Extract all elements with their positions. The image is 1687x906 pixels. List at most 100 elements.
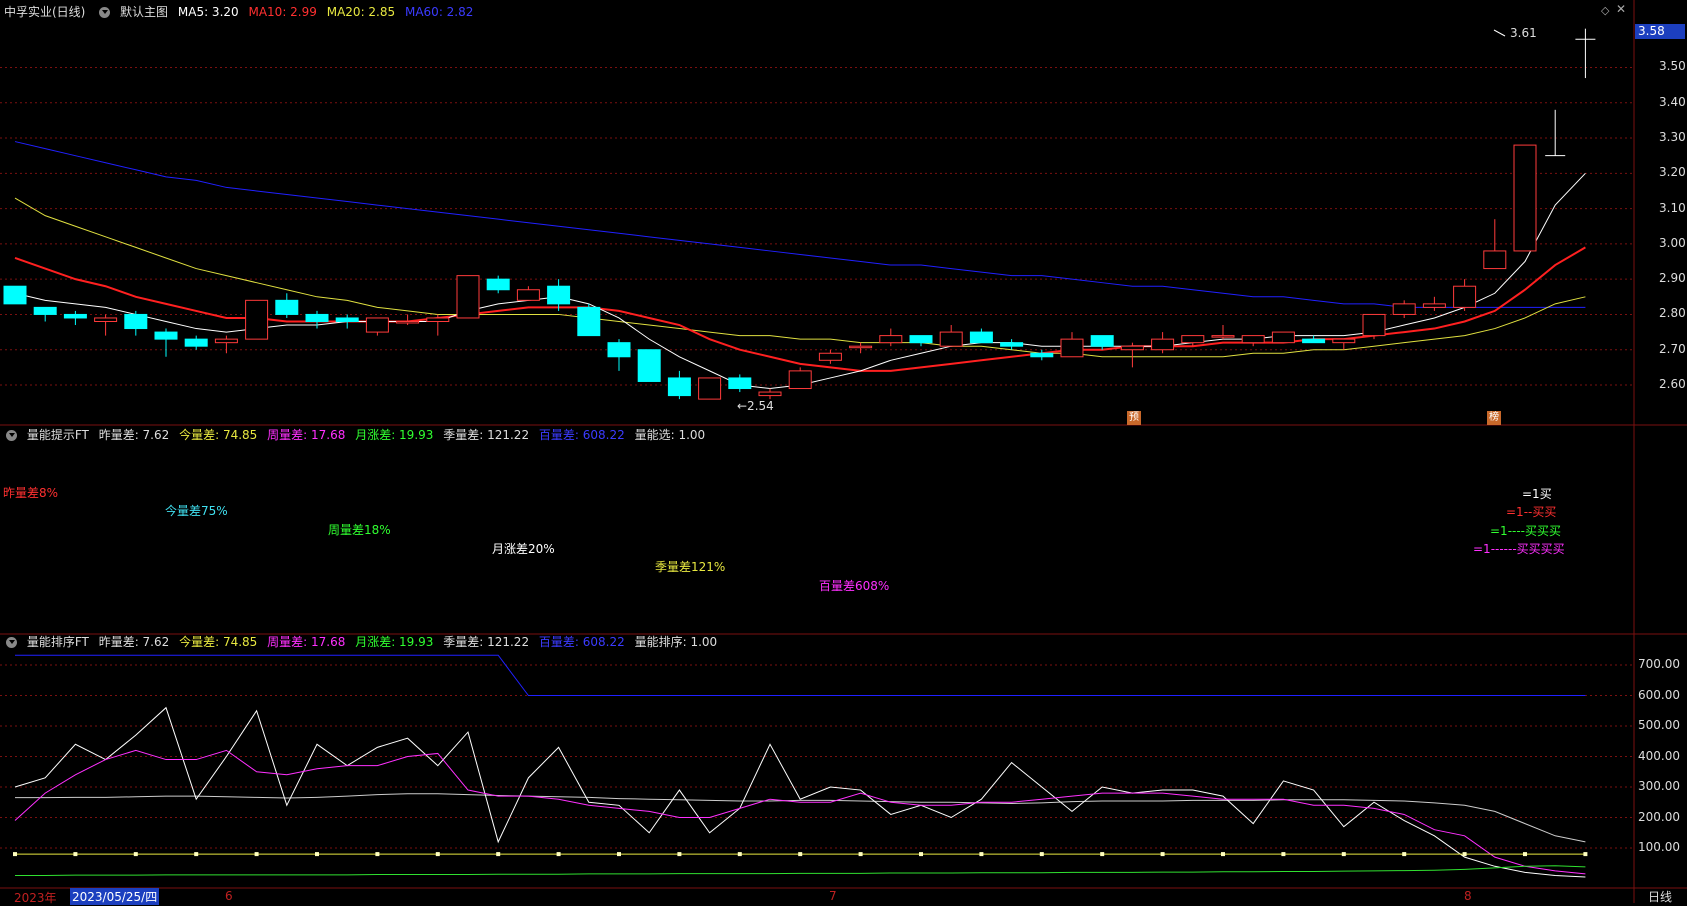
candle: [305, 310, 329, 329]
p3-yellow-dot: [13, 852, 17, 857]
candle-body: [426, 317, 450, 322]
stock-title[interactable]: 中孚实业(日线): [4, 5, 86, 19]
p2-text-1: 昨量差8%: [3, 486, 59, 500]
candle-body: [1302, 338, 1326, 344]
candle: [1513, 144, 1537, 252]
candle: [1030, 349, 1054, 361]
candle-body: [758, 391, 782, 397]
candle-body: [245, 299, 269, 340]
candle-body: [1000, 342, 1024, 347]
p3-blue-line: [15, 654, 1586, 696]
p3-yellow-dot: [1160, 852, 1165, 857]
candle: [516, 286, 540, 301]
signal-badge-1[interactable]: 预: [1127, 411, 1141, 425]
candle-body: [154, 331, 178, 340]
panel3-yesterday: 昨量差: 7.62: [98, 635, 170, 649]
panel2-quarter: 季量差: 121.22: [443, 428, 530, 442]
p3-yellow-dot: [1281, 852, 1286, 857]
candle: [909, 335, 933, 347]
candle-body: [63, 313, 87, 319]
candle: [728, 374, 752, 393]
candle-body: [1271, 331, 1295, 344]
signal-badge-2[interactable]: 榜: [1487, 411, 1501, 425]
panel3-sort: 量能排序: 1.00: [634, 635, 718, 649]
diamond-icon[interactable]: ◇: [1601, 4, 1610, 17]
candle-body: [969, 331, 993, 344]
time-axis-cursor-date[interactable]: 2023/05/25/四: [70, 888, 160, 905]
candle: [63, 310, 87, 326]
p2-text-3: 周量差18%: [328, 523, 391, 537]
candle: [426, 314, 450, 336]
ma5-value: MA5: 3.20: [177, 5, 239, 19]
panel2-today: 今量差: 74.85: [179, 428, 258, 442]
p3-yellow-dot: [73, 852, 78, 857]
candle: [1211, 325, 1235, 340]
candle-body: [1211, 335, 1235, 338]
legend-line-4: =1------买买买买: [1473, 542, 1565, 556]
p3-yellow-dot: [737, 852, 742, 857]
p2-text-4: 月涨差20%: [492, 542, 555, 556]
ma20-line: [14, 197, 1586, 358]
main-chart-name[interactable]: 默认主图: [120, 5, 169, 19]
candle-body: [818, 352, 842, 361]
panel2-yesterday: 昨量差: 7.62: [98, 428, 170, 442]
candle-body: [184, 338, 208, 347]
panel3-dropdown-icon[interactable]: [6, 637, 17, 648]
candle: [849, 342, 873, 354]
candle-body: [486, 278, 510, 291]
period-label[interactable]: 日线: [1648, 890, 1673, 904]
dropdown-icon[interactable]: [99, 7, 111, 18]
p3-yellow-dot: [435, 852, 440, 857]
p3-yellow-dot: [1523, 852, 1527, 857]
candle: [365, 317, 389, 336]
panel2-dropdown-icon[interactable]: [6, 430, 17, 441]
candle: [1120, 342, 1144, 368]
candle: [758, 388, 782, 400]
legend-line-1: =1买: [1522, 487, 1552, 501]
panel2-name[interactable]: 量能提示FT: [26, 428, 89, 442]
ma20-value: MA20: 2.85: [326, 5, 396, 19]
panel2-header: 量能提示FT 昨量差: 7.62 今量差: 74.85 周量差: 17.68 月…: [2, 426, 711, 444]
candle: [1422, 296, 1446, 311]
p3-yellow-dot: [375, 852, 380, 857]
price-tick-label: 3.30: [1659, 130, 1686, 145]
ma60-value: MA60: 2.82: [404, 5, 474, 19]
candle: [245, 299, 269, 340]
p3-yellow-dot: [979, 852, 984, 857]
panel3-week: 周量差: 17.68: [267, 635, 346, 649]
p3-yellow-dot: [1039, 852, 1044, 857]
candle: [1090, 335, 1114, 350]
time-axis-month-6: 6: [225, 889, 233, 903]
panel3-quarter: 季量差: 121.22: [443, 635, 530, 649]
panel3-name[interactable]: 量能排序FT: [26, 635, 89, 649]
p3-yellow-dot: [133, 852, 138, 857]
price-tick-label: 3.10: [1659, 200, 1686, 215]
p3-tick-label: 300.00: [1638, 779, 1680, 793]
p2-text-6: 百量差608%: [819, 579, 890, 593]
p3-tick-label: 400.00: [1638, 748, 1680, 763]
ma10-value: MA10: 2.99: [248, 5, 317, 19]
candle-body: [547, 285, 571, 305]
price-tick-label: 3.00: [1659, 235, 1686, 250]
candle: [577, 303, 601, 337]
p3-yellow-dot: [1402, 852, 1407, 857]
candle: [154, 328, 178, 357]
candle-body: [1090, 335, 1114, 347]
candle: [184, 335, 208, 350]
time-axis-year: 2023年: [14, 891, 57, 905]
p3-yellow-dot: [1462, 852, 1467, 857]
p3-yellow-dot: [254, 852, 259, 857]
legend-line-3: =1----买买买: [1490, 524, 1562, 538]
candle: [1271, 331, 1295, 344]
p2-text-5: 季量差121%: [655, 560, 726, 574]
candle: [788, 367, 812, 390]
candle-body: [1513, 144, 1537, 252]
candle: [547, 279, 571, 311]
candle-body: [1060, 338, 1084, 358]
p3-tick-label: 600.00: [1638, 687, 1680, 702]
candle: [1483, 219, 1507, 270]
candle-body: [788, 370, 812, 390]
close-icon[interactable]: ✕: [1616, 2, 1627, 16]
price-tick-label: 2.80: [1659, 306, 1686, 321]
